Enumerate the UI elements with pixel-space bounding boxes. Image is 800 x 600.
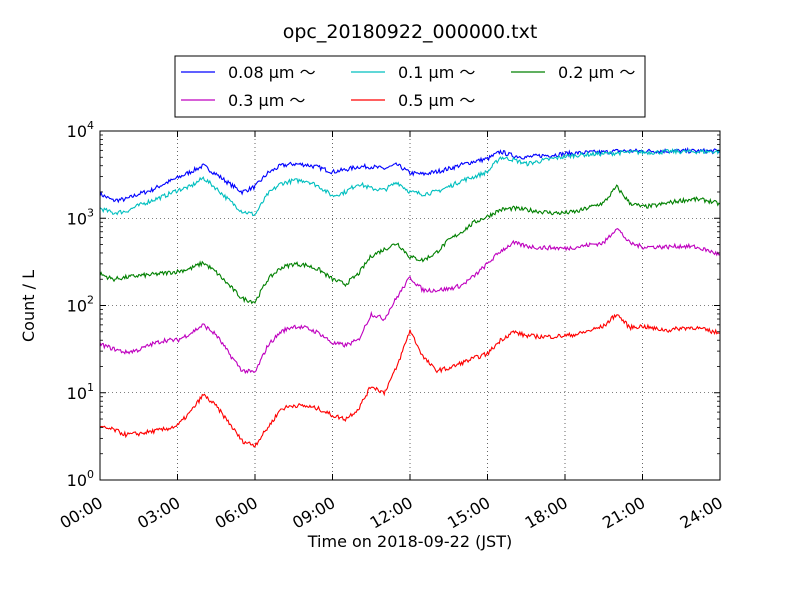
series-line-3 bbox=[100, 227, 720, 375]
series-line-1 bbox=[100, 148, 720, 217]
legend-label: 0.3 μm ～ bbox=[228, 91, 305, 110]
y-axis-label: Count / L bbox=[19, 270, 38, 342]
series-line-2 bbox=[100, 184, 720, 305]
chart-title: opc_20180922_000000.txt bbox=[283, 21, 538, 43]
legend-label: 0.5 μm ～ bbox=[398, 91, 475, 110]
y-tick-label: 103 bbox=[67, 206, 94, 228]
legend-box bbox=[174, 55, 646, 118]
y-tick-label: 104 bbox=[67, 119, 94, 141]
y-tick-label: 102 bbox=[67, 294, 94, 316]
series-line-0 bbox=[100, 146, 720, 204]
legend-label: 0.2 μm ～ bbox=[558, 63, 635, 82]
legend: 0.08 μm ～ 0.1 μm ～ 0.2 μm ～ 0.3 μm ～ 0.5 μm … bbox=[174, 55, 646, 118]
legend-label: 0.1 μm ～ bbox=[398, 63, 475, 82]
y-tick-label: 100 bbox=[67, 468, 94, 490]
series-line-4 bbox=[100, 313, 720, 448]
x-axis-label: Time on 2018-09-22 (JST) bbox=[307, 532, 512, 551]
series-group bbox=[100, 146, 720, 448]
legend-label: 0.08 μm ～ bbox=[228, 63, 316, 82]
y-tick-label: 101 bbox=[67, 381, 94, 403]
